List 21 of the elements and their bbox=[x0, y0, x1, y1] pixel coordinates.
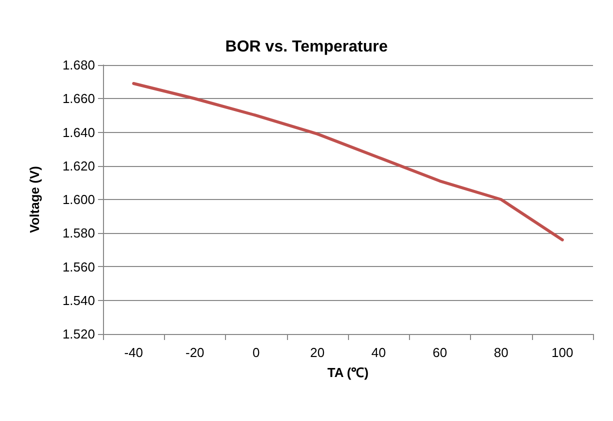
y-tick-label: 1.640 bbox=[62, 124, 95, 140]
y-tick-label: 1.620 bbox=[62, 158, 95, 174]
x-tick-label: 80 bbox=[494, 345, 508, 360]
y-tick-label: 1.660 bbox=[62, 91, 95, 106]
line-series bbox=[132, 82, 564, 242]
x-tick-label: -40 bbox=[124, 345, 144, 360]
y-tick-label: 1.600 bbox=[62, 192, 95, 207]
y-tick-label: 1.540 bbox=[62, 292, 95, 308]
x-tick-label: 100 bbox=[552, 345, 574, 360]
y-tick-label: 1.680 bbox=[62, 58, 95, 72]
x-tick-label: -20 bbox=[185, 345, 204, 360]
y-axis-title: Voltage (V) bbox=[27, 166, 42, 233]
x-tick-label: 40 bbox=[371, 345, 386, 360]
y-tick-label: 1.560 bbox=[62, 259, 95, 274]
x-tick-label: 60 bbox=[432, 345, 448, 360]
x-axis-title: TA (℃) bbox=[327, 365, 369, 380]
y-tick-label: 1.520 bbox=[62, 326, 95, 342]
x-tick-label: 0 bbox=[252, 345, 260, 360]
chart-title: BOR vs. Temperature bbox=[225, 38, 388, 56]
y-tick-label: 1.580 bbox=[62, 226, 95, 241]
x-tick-label: 20 bbox=[310, 345, 325, 360]
